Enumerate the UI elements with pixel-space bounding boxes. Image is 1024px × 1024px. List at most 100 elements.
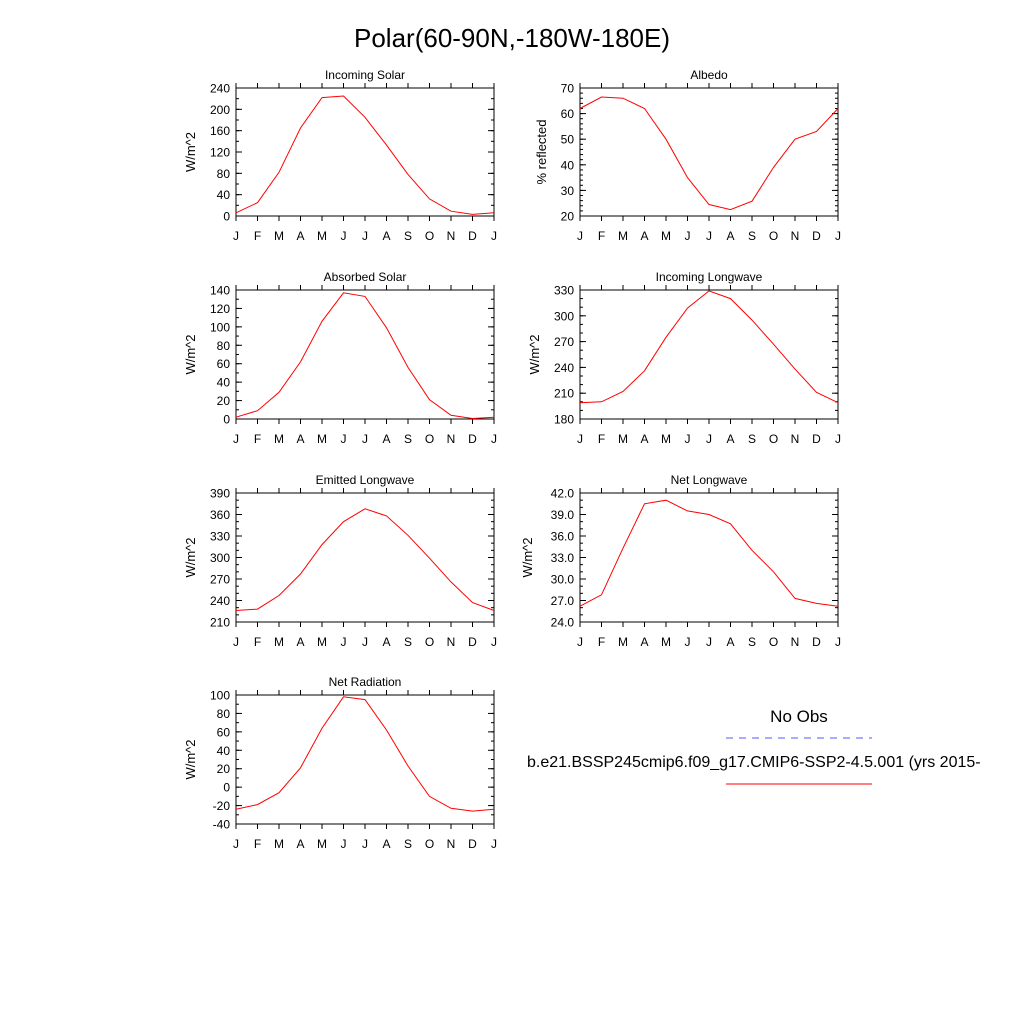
plot-frame bbox=[235, 289, 495, 420]
x-tick-label: A bbox=[726, 432, 734, 446]
x-tick-label: A bbox=[296, 229, 304, 243]
x-tick-label: D bbox=[468, 432, 477, 446]
panel-title: Emitted Longwave bbox=[316, 473, 415, 487]
x-tick-label: F bbox=[254, 229, 261, 243]
y-tick-label: 60 bbox=[561, 107, 575, 121]
x-tick-label: J bbox=[341, 229, 347, 243]
x-tick-label: A bbox=[296, 635, 304, 649]
y-tick-label: 33.0 bbox=[551, 551, 575, 565]
panel-title: Net Longwave bbox=[671, 473, 748, 487]
y-tick-label: 120 bbox=[210, 146, 230, 160]
x-tick-label: J bbox=[577, 229, 583, 243]
x-tick-label: J bbox=[491, 635, 497, 649]
plot-frame bbox=[235, 492, 495, 623]
x-tick-label: F bbox=[254, 635, 261, 649]
y-tick-label: 180 bbox=[554, 413, 574, 427]
y-tick-label: 200 bbox=[210, 103, 230, 117]
x-tick-label: J bbox=[233, 432, 239, 446]
x-tick-label: N bbox=[447, 229, 456, 243]
x-tick-label: F bbox=[598, 635, 605, 649]
x-tick-label: N bbox=[447, 837, 456, 851]
x-tick-label: J bbox=[341, 432, 347, 446]
series-line bbox=[235, 292, 495, 420]
y-tick-label: 0 bbox=[223, 210, 230, 224]
x-tick-label: S bbox=[748, 432, 756, 446]
panel-absorbed-solar: J F M A M J J A S O N D J020406080100120140Absorbed … bbox=[183, 270, 497, 446]
y-axis-label: W/m^2 bbox=[183, 334, 198, 374]
x-tick-label: J bbox=[577, 432, 583, 446]
x-tick-label: M bbox=[274, 837, 284, 851]
x-tick-label: J bbox=[491, 229, 497, 243]
x-tick-label: A bbox=[382, 432, 390, 446]
x-tick-label: N bbox=[791, 635, 800, 649]
y-tick-label: 390 bbox=[210, 487, 230, 501]
x-tick-label: M bbox=[661, 229, 671, 243]
x-tick-label: M bbox=[661, 635, 671, 649]
y-tick-label: 120 bbox=[210, 302, 230, 316]
x-tick-label: D bbox=[812, 635, 821, 649]
y-tick-label: 20 bbox=[217, 394, 231, 408]
x-tick-label: J bbox=[233, 837, 239, 851]
y-tick-label: 40 bbox=[217, 188, 231, 202]
legend: No Obs b.e21.BSSP245cmip6.f09_g17.CMIP6-… bbox=[527, 707, 981, 785]
x-tick-label: A bbox=[382, 837, 390, 851]
x-tick-label: D bbox=[812, 432, 821, 446]
panel-emitted-longwave: J F M A M J J A S O N D J210240270300330360390Emitte… bbox=[183, 473, 497, 649]
x-tick-label: D bbox=[468, 229, 477, 243]
x-tick-label: J bbox=[362, 635, 368, 649]
x-tick-label: O bbox=[425, 229, 434, 243]
y-axis-label: W/m^2 bbox=[520, 537, 535, 577]
x-tick-label: J bbox=[835, 432, 841, 446]
x-tick-label: M bbox=[274, 229, 284, 243]
y-tick-label: 300 bbox=[210, 551, 230, 565]
y-tick-label: 40 bbox=[561, 158, 575, 172]
y-tick-label: 240 bbox=[210, 594, 230, 608]
x-tick-label: J bbox=[233, 635, 239, 649]
y-tick-label: 20 bbox=[217, 762, 231, 776]
x-tick-label: M bbox=[618, 229, 628, 243]
x-tick-label: S bbox=[404, 229, 412, 243]
y-tick-label: 39.0 bbox=[551, 508, 575, 522]
figure-title: Polar(60-90N,-180W-180E) bbox=[354, 23, 670, 53]
plot-frame bbox=[579, 87, 839, 217]
x-tick-label: M bbox=[317, 837, 327, 851]
series-line bbox=[235, 508, 495, 611]
y-axis-label: W/m^2 bbox=[183, 739, 198, 779]
legend-obs-label: No Obs bbox=[770, 707, 828, 726]
y-tick-label: 160 bbox=[210, 124, 230, 138]
y-tick-label: 27.0 bbox=[551, 594, 575, 608]
x-tick-label: J bbox=[362, 837, 368, 851]
y-tick-label: 80 bbox=[217, 339, 231, 353]
y-tick-label: 300 bbox=[554, 309, 574, 323]
x-tick-label: A bbox=[296, 432, 304, 446]
x-tick-label: A bbox=[382, 635, 390, 649]
x-tick-label: J bbox=[362, 432, 368, 446]
y-tick-label: 30 bbox=[561, 184, 575, 198]
panel-net-longwave: J F M A M J J A S O N D J24.027.030.033.036.039.042.… bbox=[520, 473, 841, 649]
x-tick-label: S bbox=[748, 635, 756, 649]
legend-model-label: b.e21.BSSP245cmip6.f09_g17.CMIP6-SSP2-4.… bbox=[527, 754, 981, 771]
x-tick-label: N bbox=[791, 229, 800, 243]
x-tick-label: A bbox=[640, 229, 648, 243]
x-tick-label: O bbox=[769, 635, 778, 649]
panel-title: Albedo bbox=[690, 68, 728, 82]
x-tick-label: O bbox=[425, 432, 434, 446]
y-tick-label: 60 bbox=[217, 725, 231, 739]
y-axis-label: W/m^2 bbox=[527, 334, 542, 374]
x-tick-label: J bbox=[685, 432, 691, 446]
x-tick-label: M bbox=[661, 432, 671, 446]
x-tick-label: A bbox=[640, 432, 648, 446]
panel-title: Incoming Longwave bbox=[656, 270, 763, 284]
x-tick-label: F bbox=[254, 837, 261, 851]
x-tick-label: J bbox=[362, 229, 368, 243]
x-tick-label: A bbox=[296, 837, 304, 851]
x-tick-label: D bbox=[468, 635, 477, 649]
x-tick-label: O bbox=[425, 635, 434, 649]
x-tick-label: O bbox=[425, 837, 434, 851]
x-tick-label: S bbox=[404, 635, 412, 649]
x-tick-label: O bbox=[769, 432, 778, 446]
x-tick-label: M bbox=[317, 229, 327, 243]
x-tick-label: J bbox=[341, 837, 347, 851]
